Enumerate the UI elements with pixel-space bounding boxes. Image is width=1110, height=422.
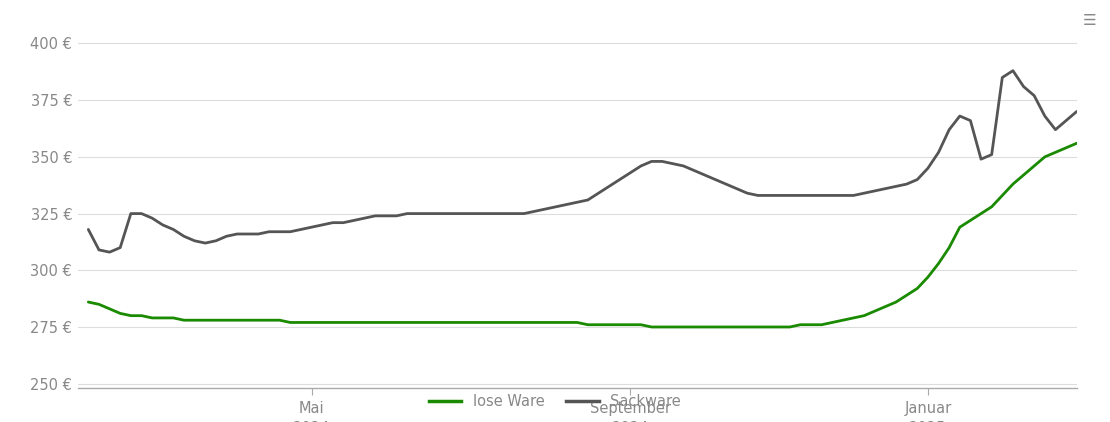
Sackware <box>687 168 700 173</box>
lose Ware <box>645 325 658 330</box>
lose Ware <box>687 325 700 330</box>
Sackware <box>1007 68 1020 73</box>
Sackware <box>1070 109 1083 114</box>
Sackware <box>507 211 521 216</box>
Sackware <box>82 227 95 232</box>
lose Ware <box>836 318 849 323</box>
Sackware <box>262 229 275 234</box>
Sackware <box>103 250 117 255</box>
Sackware <box>836 193 849 198</box>
Sackware <box>347 218 361 223</box>
lose Ware <box>1070 141 1083 146</box>
Legend: lose Ware, Sackware: lose Ware, Sackware <box>423 388 687 415</box>
lose Ware <box>252 318 265 323</box>
lose Ware <box>82 300 95 305</box>
lose Ware <box>464 320 477 325</box>
Line: lose Ware: lose Ware <box>89 143 1077 327</box>
Text: ☰: ☰ <box>1083 13 1097 28</box>
Sackware <box>475 211 488 216</box>
Line: Sackware: Sackware <box>89 71 1077 252</box>
lose Ware <box>496 320 509 325</box>
lose Ware <box>336 320 350 325</box>
